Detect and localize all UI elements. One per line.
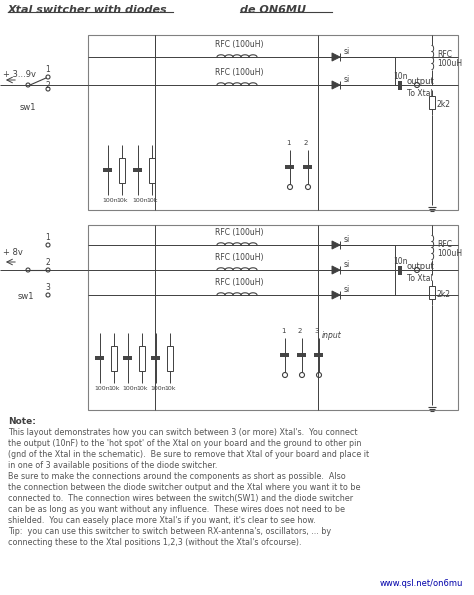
Text: si: si	[344, 260, 350, 269]
Text: RFC (100uH): RFC (100uH)	[215, 278, 264, 287]
Text: connecting these to the Xtal positions 1,2,3 (without the Xtal's ofcourse).: connecting these to the Xtal positions 1…	[8, 538, 301, 547]
Text: the connection between the diode switcher output and the Xtal where you want it : the connection between the diode switche…	[8, 483, 361, 492]
Text: 1: 1	[46, 233, 50, 242]
Text: RFC: RFC	[437, 50, 452, 59]
Polygon shape	[332, 241, 340, 249]
Text: 10k: 10k	[116, 198, 128, 203]
Text: 10k: 10k	[108, 386, 119, 391]
Text: 1: 1	[286, 140, 290, 146]
Text: Xtal switcher with diodes: Xtal switcher with diodes	[8, 5, 168, 15]
Text: si: si	[344, 75, 350, 84]
Text: 100n: 100n	[94, 386, 109, 391]
Text: si: si	[344, 285, 350, 294]
Text: the output (10nF) to the 'hot spot' of the Xtal on your board and the ground to : the output (10nF) to the 'hot spot' of t…	[8, 439, 361, 448]
Text: To Xtal: To Xtal	[407, 274, 433, 283]
Bar	[149, 158, 155, 183]
Text: 1: 1	[46, 65, 50, 74]
Text: 2k2: 2k2	[437, 290, 451, 299]
Text: 2: 2	[304, 140, 308, 146]
Text: output: output	[407, 77, 435, 86]
Bar	[429, 286, 435, 299]
Text: in one of 3 available positions of the diode switcher.: in one of 3 available positions of the d…	[8, 461, 218, 470]
Text: 10n: 10n	[393, 72, 408, 81]
Bar	[111, 346, 117, 371]
Text: sw1: sw1	[20, 103, 36, 112]
Bar	[88, 225, 458, 410]
Text: connected to.  The connection wires between the switch(SW1) and the diode switch: connected to. The connection wires betwe…	[8, 494, 353, 503]
Text: + 3...9v: + 3...9v	[3, 70, 36, 79]
Text: 100n: 100n	[122, 386, 137, 391]
Bar	[88, 35, 458, 210]
Text: RFC (100uH): RFC (100uH)	[215, 253, 264, 262]
Bar	[139, 346, 145, 371]
Text: 2k2: 2k2	[437, 100, 451, 109]
Text: RFC (100uH): RFC (100uH)	[215, 68, 264, 77]
Text: 100uH: 100uH	[437, 59, 462, 68]
Text: 2: 2	[298, 328, 302, 334]
Polygon shape	[332, 81, 340, 89]
Text: sw1: sw1	[18, 292, 35, 301]
Text: 3: 3	[315, 328, 319, 334]
Text: 2: 2	[46, 258, 50, 267]
Text: input: input	[322, 331, 342, 340]
Bar	[429, 96, 435, 109]
Text: RFC (100uH): RFC (100uH)	[215, 40, 264, 49]
Text: 10n: 10n	[393, 257, 408, 266]
Bar	[167, 346, 173, 371]
Text: 100n: 100n	[132, 198, 147, 203]
Text: si: si	[344, 47, 350, 56]
Text: 10k: 10k	[136, 386, 147, 391]
Text: 1: 1	[281, 328, 285, 334]
Text: 100n: 100n	[102, 198, 118, 203]
Text: 2: 2	[46, 81, 50, 90]
Text: output: output	[407, 262, 435, 271]
Text: 100n: 100n	[150, 386, 165, 391]
Text: Be sure to make the connections around the components as short as possible.  Als: Be sure to make the connections around t…	[8, 472, 346, 481]
Text: Tip:  you can use this switcher to switch between RX-antenna's, oscillators, ...: Tip: you can use this switcher to switch…	[8, 527, 331, 536]
Text: 100uH: 100uH	[437, 249, 462, 258]
Text: This layout demonstrates how you can switch between 3 (or more) Xtal's.  You con: This layout demonstrates how you can swi…	[8, 428, 357, 437]
Text: 10k: 10k	[164, 386, 175, 391]
Polygon shape	[332, 266, 340, 274]
Text: + 8v: + 8v	[3, 248, 23, 257]
Text: (gnd of the Xtal in the schematic).  Be sure to remove that Xtal of your board a: (gnd of the Xtal in the schematic). Be s…	[8, 450, 369, 459]
Text: RFC (100uH): RFC (100uH)	[215, 228, 264, 237]
Text: can be as long as you want without any influence.  These wires does not need to : can be as long as you want without any i…	[8, 505, 345, 514]
Text: RFC: RFC	[437, 240, 452, 249]
Text: si: si	[344, 235, 350, 244]
Text: 10k: 10k	[146, 198, 157, 203]
Text: Note:: Note:	[8, 417, 36, 426]
Polygon shape	[332, 53, 340, 61]
Polygon shape	[332, 291, 340, 299]
Text: shielded.  You can easely place more Xtal's if you want, it's clear to see how.: shielded. You can easely place more Xtal…	[8, 516, 316, 525]
Text: de ON6MU: de ON6MU	[240, 5, 306, 15]
Bar	[119, 158, 125, 183]
Text: www.qsl.net/on6mu: www.qsl.net/on6mu	[380, 579, 464, 588]
Text: 3: 3	[46, 283, 50, 292]
Text: To Xtal: To Xtal	[407, 89, 433, 98]
